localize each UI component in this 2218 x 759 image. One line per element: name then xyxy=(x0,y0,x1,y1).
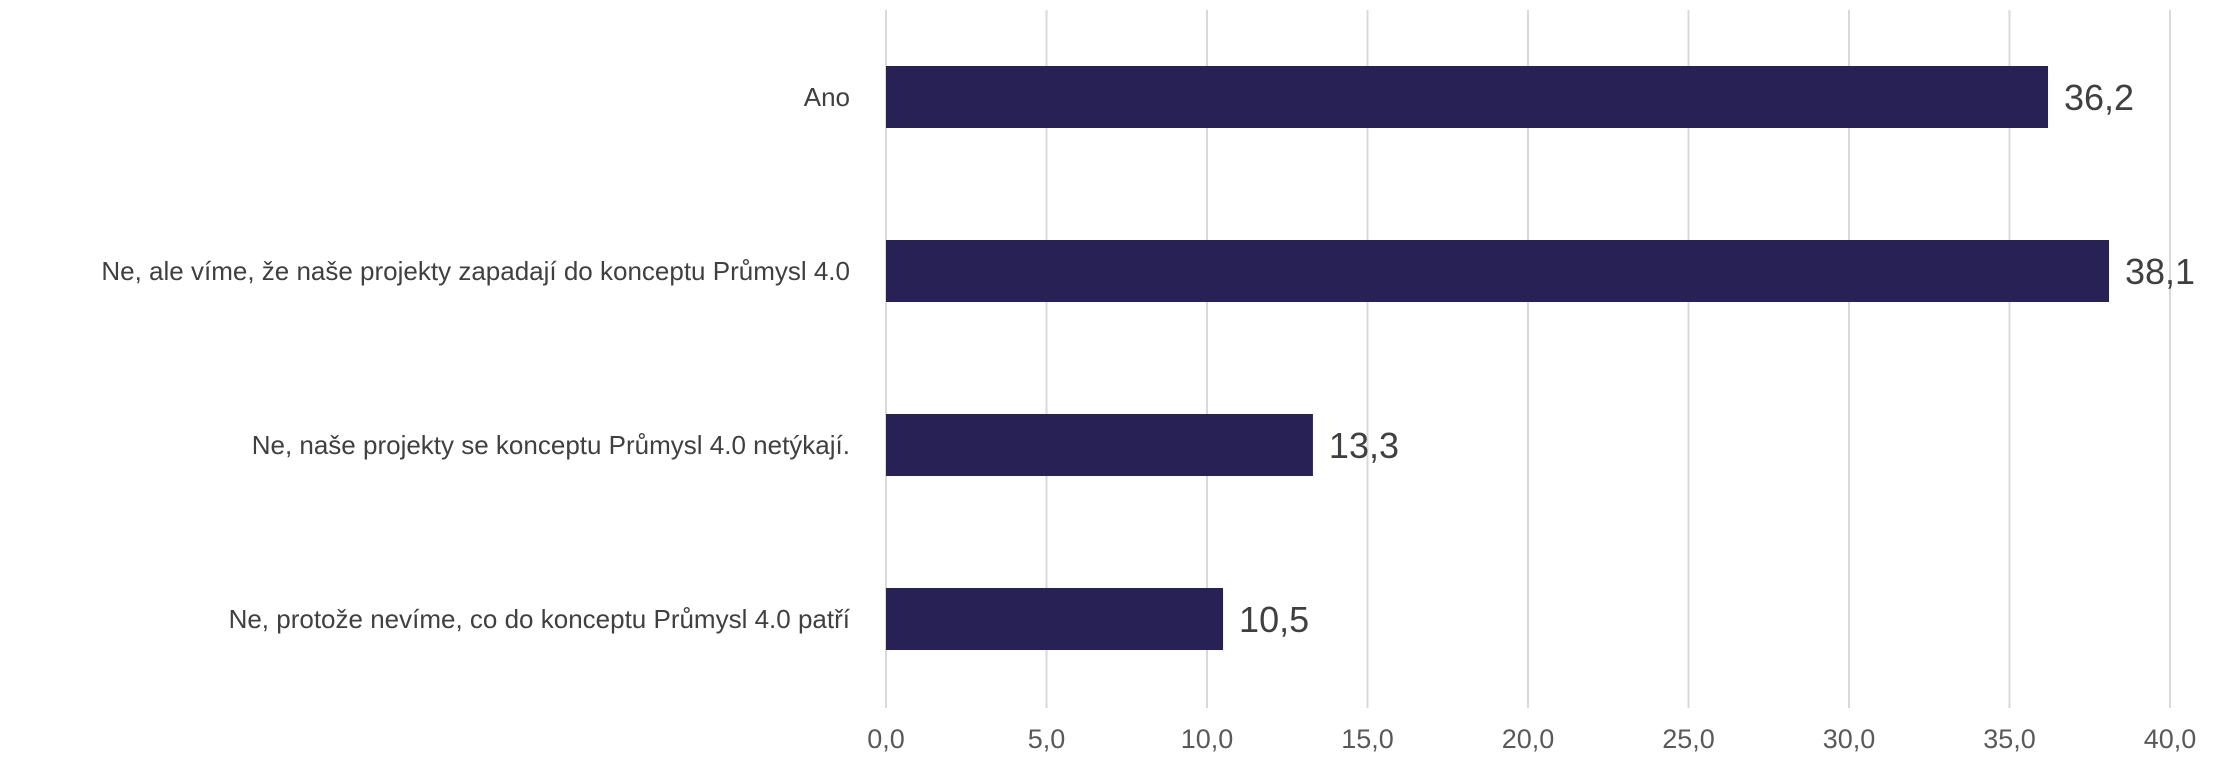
value-labels: 36,2 38,1 13,3 10,5 xyxy=(1239,77,2195,640)
bar xyxy=(886,414,1313,476)
bar xyxy=(886,66,2049,128)
category-labels: Ano Ne, ale víme, že naše projekty zapada… xyxy=(101,82,850,634)
category-label: Ano xyxy=(804,82,850,112)
bar xyxy=(886,240,2110,302)
x-tick-label: 25,0 xyxy=(1662,724,1715,754)
x-tick-label: 35,0 xyxy=(1983,724,2036,754)
x-tick-label: 30,0 xyxy=(1823,724,1876,754)
data-label: 13,3 xyxy=(1329,425,1399,466)
bars xyxy=(886,66,2110,650)
data-label: 36,2 xyxy=(2064,77,2134,118)
data-label: 38,1 xyxy=(2125,251,2195,292)
x-axis-tick-labels: 0,0 5,0 10,0 15,0 20,0 25,0 30,0 35,0 40,0 xyxy=(867,724,2196,754)
category-label: Ne, ale víme, že naše projekty zapadají … xyxy=(101,256,850,286)
x-tick-label: 40,0 xyxy=(2144,724,2197,754)
x-tick-label: 10,0 xyxy=(1181,724,1234,754)
x-tick-label: 5,0 xyxy=(1028,724,1066,754)
category-label: Ne, protože nevíme, co do konceptu Průmy… xyxy=(229,604,851,634)
data-label: 10,5 xyxy=(1239,599,1309,640)
x-tick-label: 0,0 xyxy=(867,724,905,754)
x-tick-label: 20,0 xyxy=(1502,724,1555,754)
x-tick-label: 15,0 xyxy=(1341,724,1394,754)
category-label: Ne, naše projekty se konceptu Průmysl 4.… xyxy=(252,430,850,460)
bar xyxy=(886,588,1224,650)
